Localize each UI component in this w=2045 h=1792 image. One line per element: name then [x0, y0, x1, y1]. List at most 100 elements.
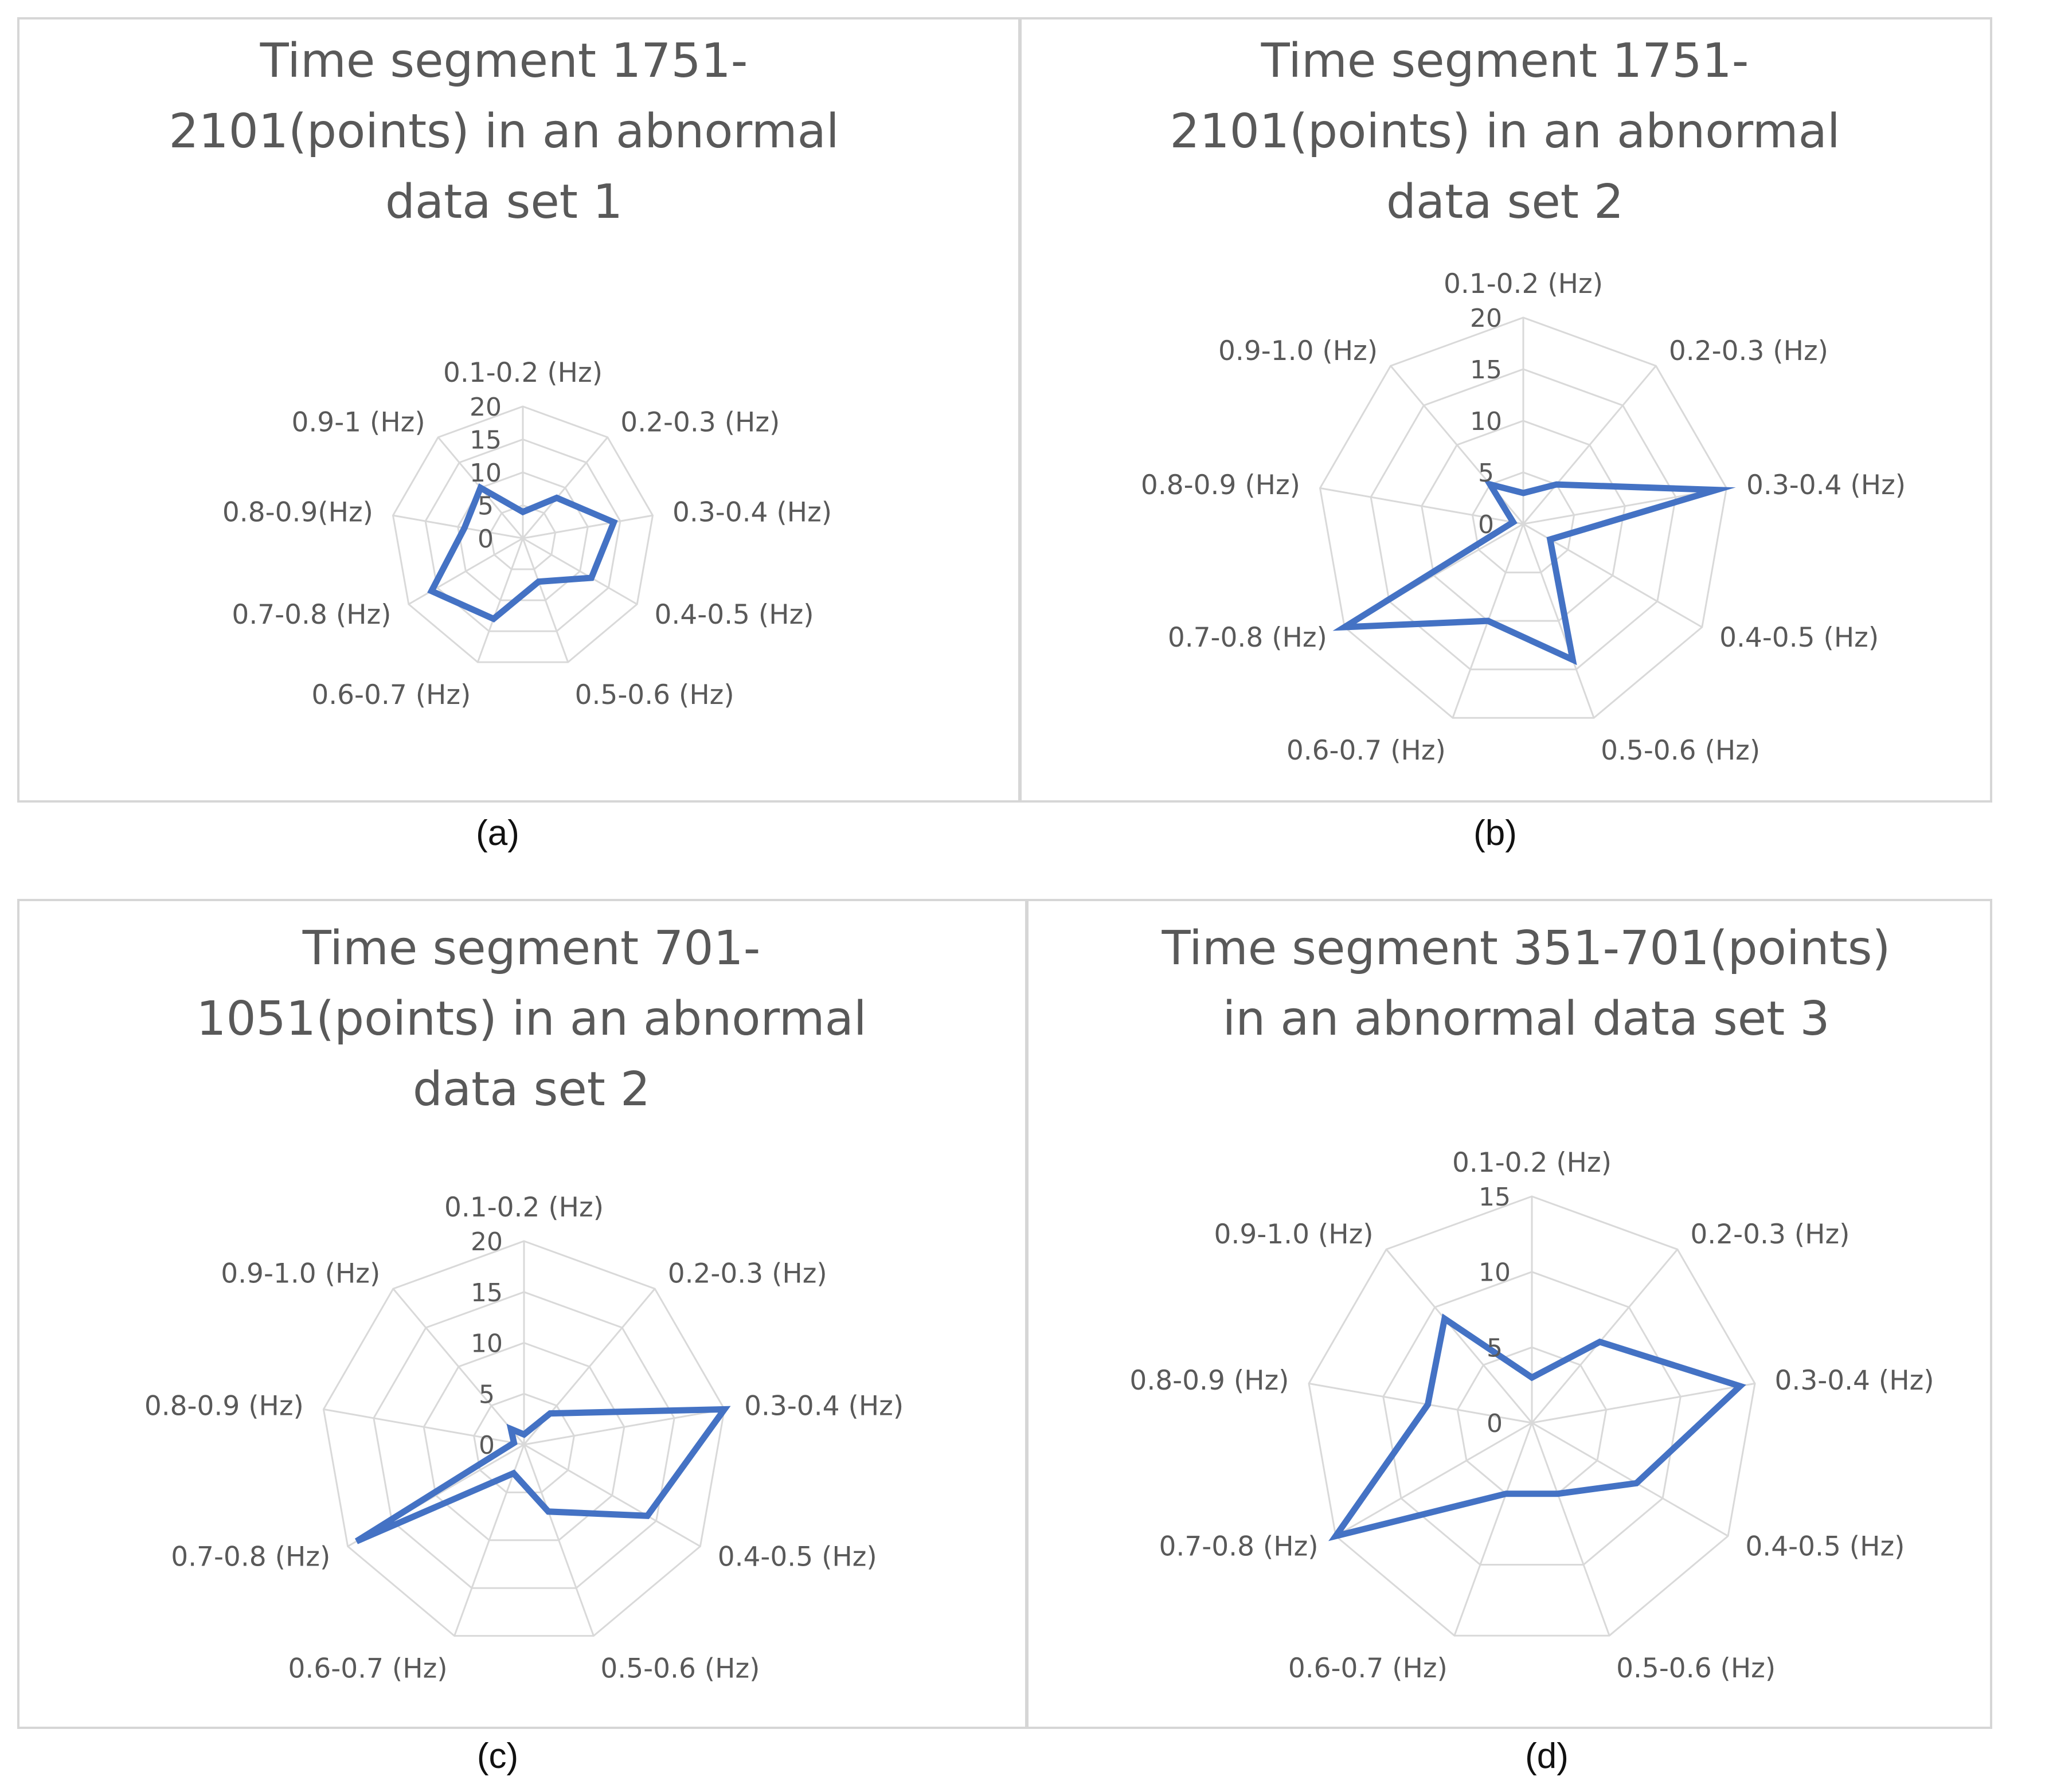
chart-title-line: 2101(points) in an abnormal — [169, 104, 839, 159]
grid-spoke — [522, 514, 653, 539]
category-label: 0.8-0.9(Hz) — [222, 496, 373, 528]
category-label: 0.7-0.8 (Hz) — [1168, 622, 1327, 654]
category-label: 0.9-1.0 (Hz) — [1218, 335, 1378, 367]
category-label: 0.3-0.4 (Hz) — [1775, 1365, 1934, 1396]
axis-tick-label: 10 — [1479, 1258, 1511, 1288]
grid-ring — [1319, 316, 1728, 719]
category-label: 0.7-0.8 (Hz) — [171, 1541, 330, 1573]
category-label: 0.8-0.9 (Hz) — [1129, 1365, 1289, 1396]
chart-title-line: Time segment 351-701(points) — [1162, 921, 1891, 976]
data-series-line — [354, 1406, 731, 1544]
grid-spoke — [1522, 523, 1595, 718]
chart-title-line: in an abnormal data set 3 — [1222, 992, 1829, 1046]
grid-ring — [1471, 471, 1575, 574]
grid-spoke — [1453, 1422, 1533, 1636]
category-label: 0.3-0.4 (Hz) — [672, 496, 832, 528]
category-label: 0.5-0.6 (Hz) — [1601, 735, 1760, 766]
grid-ring — [473, 1392, 575, 1493]
axis-tick-label: 20 — [471, 1227, 503, 1257]
category-label: 0.4-0.5 (Hz) — [1745, 1531, 1905, 1563]
radar-chart-c: Time segment 701- 1051(points) in an abno… — [144, 921, 904, 1684]
category-label: 0.6-0.7 (Hz) — [311, 679, 471, 711]
grid-spoke — [1531, 1422, 1610, 1636]
grid-spoke — [1308, 1382, 1532, 1424]
data-series-line — [1328, 1313, 1746, 1541]
category-label: 0.9-1.0 (Hz) — [221, 1258, 380, 1290]
grid-ring — [392, 405, 654, 663]
caption-a: (a) — [476, 813, 519, 853]
category-label: 0.1-0.2 (Hz) — [443, 357, 603, 389]
grid-spoke — [1522, 365, 1657, 525]
grid-spoke — [522, 538, 569, 663]
category-label: 0.3-0.4 (Hz) — [1746, 469, 1906, 501]
category-label: 0.6-0.7 (Hz) — [1288, 1653, 1448, 1684]
category-label: 0.1-0.2 (Hz) — [1444, 268, 1603, 300]
caption-d: (d) — [1525, 1736, 1569, 1776]
grid-ring — [322, 1240, 726, 1637]
grid-spoke — [1531, 1422, 1729, 1537]
axis-tick-label: 0 — [1478, 510, 1494, 539]
grid-spoke — [476, 538, 524, 663]
chart-title-line: data set 1 — [385, 175, 623, 229]
axis-tick-label: 0 — [478, 525, 494, 554]
chart-title-c: Time segment 701- 1051(points) in an abno… — [196, 921, 866, 1117]
axis-tick-label: 5 — [479, 1380, 495, 1409]
chart-title-line: data set 2 — [1386, 175, 1624, 229]
grid-ring — [1370, 368, 1677, 671]
category-label: 0.9-1 (Hz) — [291, 406, 425, 438]
grid-spoke — [1531, 1249, 1679, 1423]
category-label: 0.2-0.3 (Hz) — [1669, 335, 1828, 367]
caption-c: (c) — [476, 1736, 519, 1776]
axis-tick-label: 15 — [471, 1278, 503, 1308]
grid-spoke — [523, 1444, 595, 1637]
category-label: 0.2-0.3 (Hz) — [668, 1258, 827, 1290]
axis-tick-label: 0 — [1487, 1409, 1503, 1438]
chart-title-line: Time segment 701- — [302, 921, 761, 976]
category-label: 0.1-0.2 (Hz) — [444, 1192, 604, 1223]
chart-title-d: Time segment 351-701(points) in an abnorm… — [1162, 921, 1891, 1046]
grid-ring — [373, 1291, 675, 1589]
grid-ring — [424, 438, 621, 632]
axis-tick-label: 10 — [470, 459, 502, 488]
chart-title-line: 1051(points) in an abnormal — [196, 992, 866, 1046]
chart-title-line: 2101(points) in an abnormal — [1170, 104, 1840, 159]
category-label: 0.8-0.9 (Hz) — [144, 1391, 304, 1422]
data-series-line — [1332, 479, 1736, 666]
axis-tick-label: 5 — [478, 492, 494, 521]
radar-chart-d: Time segment 351-701(points) in an abnorm… — [1129, 921, 1934, 1684]
category-label: 0.2-0.3 (Hz) — [620, 406, 780, 438]
category-label: 0.9-1.0 (Hz) — [1214, 1219, 1374, 1250]
grid-ring — [1308, 1195, 1756, 1637]
grid-spoke — [522, 537, 638, 605]
axis-tick-label: 10 — [1470, 407, 1502, 436]
axis-tick-label: 15 — [1470, 355, 1502, 385]
radar-chart-b: Time segment 1751- 2101(points) in an abn… — [1141, 34, 1906, 766]
grid-spoke — [1320, 487, 1524, 525]
chart-title-line: Time segment 1751- — [1261, 34, 1749, 88]
category-label: 0.6-0.7 (Hz) — [288, 1653, 448, 1684]
category-label: 0.6-0.7 (Hz) — [1287, 735, 1446, 766]
category-label: 0.4-0.5 (Hz) — [1719, 622, 1879, 654]
data-series-line — [427, 483, 618, 623]
chart-title-b: Time segment 1751- 2101(points) in an abn… — [1170, 34, 1840, 229]
category-label: 0.4-0.5 (Hz) — [718, 1541, 877, 1573]
chart-title-line: data set 2 — [413, 1062, 650, 1117]
axis-tick-label: 20 — [1470, 304, 1502, 333]
grid-spoke — [392, 1288, 525, 1445]
axis-tick-label: 15 — [470, 426, 502, 455]
category-label: 0.5-0.6 (Hz) — [1616, 1653, 1776, 1684]
grid-spoke — [522, 436, 608, 539]
chart-panel-a: Time segment 1751- 2101(points) in an abn… — [17, 17, 1020, 803]
grid-spoke — [1335, 1422, 1532, 1537]
grid-spoke — [523, 1408, 725, 1446]
chart-panel-b: Time segment 1751- 2101(points) in an abn… — [1019, 17, 1992, 803]
axis-tick-label: 20 — [470, 393, 502, 422]
grid-ring — [1421, 420, 1626, 622]
category-label: 0.3-0.4 (Hz) — [744, 1391, 904, 1422]
axis-tick-label: 5 — [1487, 1333, 1503, 1363]
chart-panel-d: Time segment 351-701(points) in an abnorm… — [1026, 899, 1992, 1729]
grid-spoke — [1385, 1249, 1533, 1423]
caption-b: (b) — [1473, 813, 1517, 853]
grid-spoke — [408, 537, 523, 605]
category-label: 0.5-0.6 (Hz) — [575, 679, 734, 711]
